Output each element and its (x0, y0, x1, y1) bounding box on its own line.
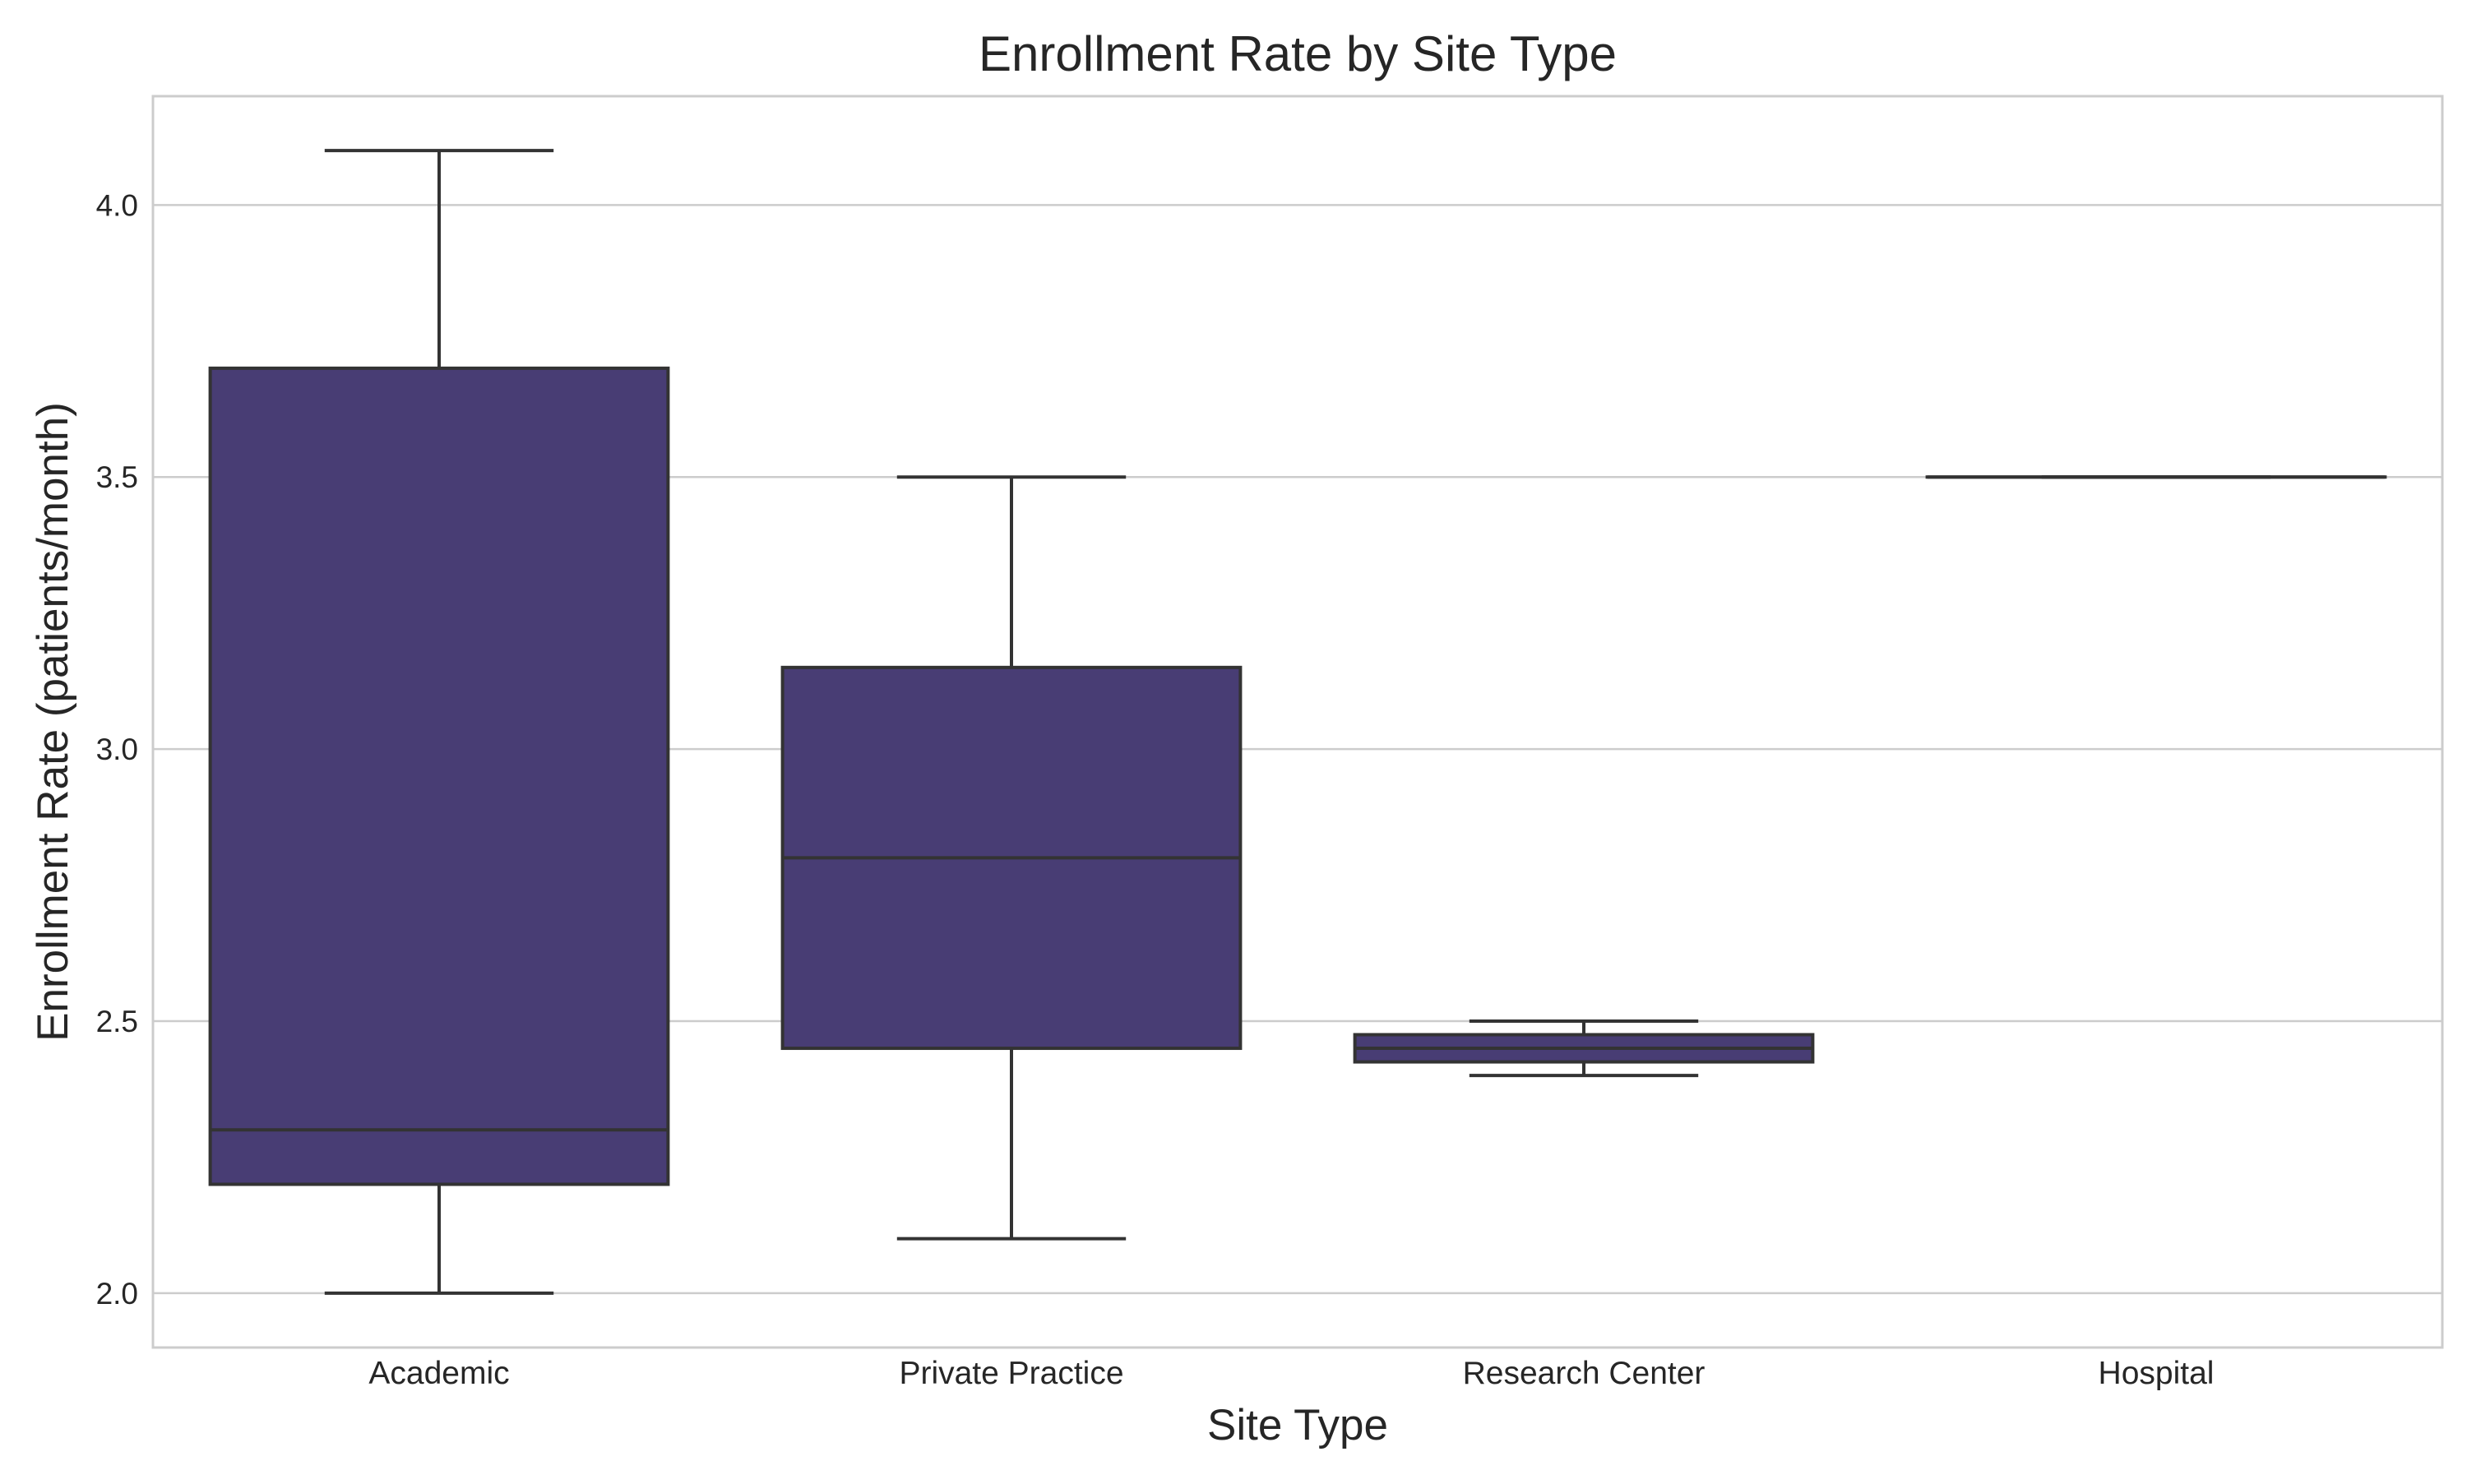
x-tick-label: Academic (368, 1356, 509, 1391)
y-axis-ticks: 2.0 2.5 3.0 3.5 4.0 (96, 188, 138, 1310)
x-axis-label: Site Type (1207, 1401, 1388, 1449)
chart-title: Enrollment Rate by Site Type (979, 26, 1617, 81)
x-axis-ticks: Academic Private Practice Research Center H… (368, 1356, 2214, 1391)
box-group (783, 477, 1241, 1238)
y-axis-label: Enrollment Rate (patients/month) (29, 402, 77, 1042)
x-tick-label: Private Practice (899, 1356, 1123, 1391)
y-tick-label: 3.5 (96, 460, 138, 494)
box-group (211, 150, 669, 1293)
box-group (1355, 1021, 1813, 1075)
y-tick-label: 2.5 (96, 1005, 138, 1038)
y-tick-label: 4.0 (96, 188, 138, 222)
iqr-box (211, 368, 669, 1185)
x-tick-label: Hospital (2099, 1356, 2215, 1391)
y-tick-label: 3.0 (96, 733, 138, 766)
y-tick-label: 2.0 (96, 1277, 138, 1311)
boxes (211, 150, 2386, 1293)
x-tick-label: Research Center (1463, 1356, 1706, 1391)
